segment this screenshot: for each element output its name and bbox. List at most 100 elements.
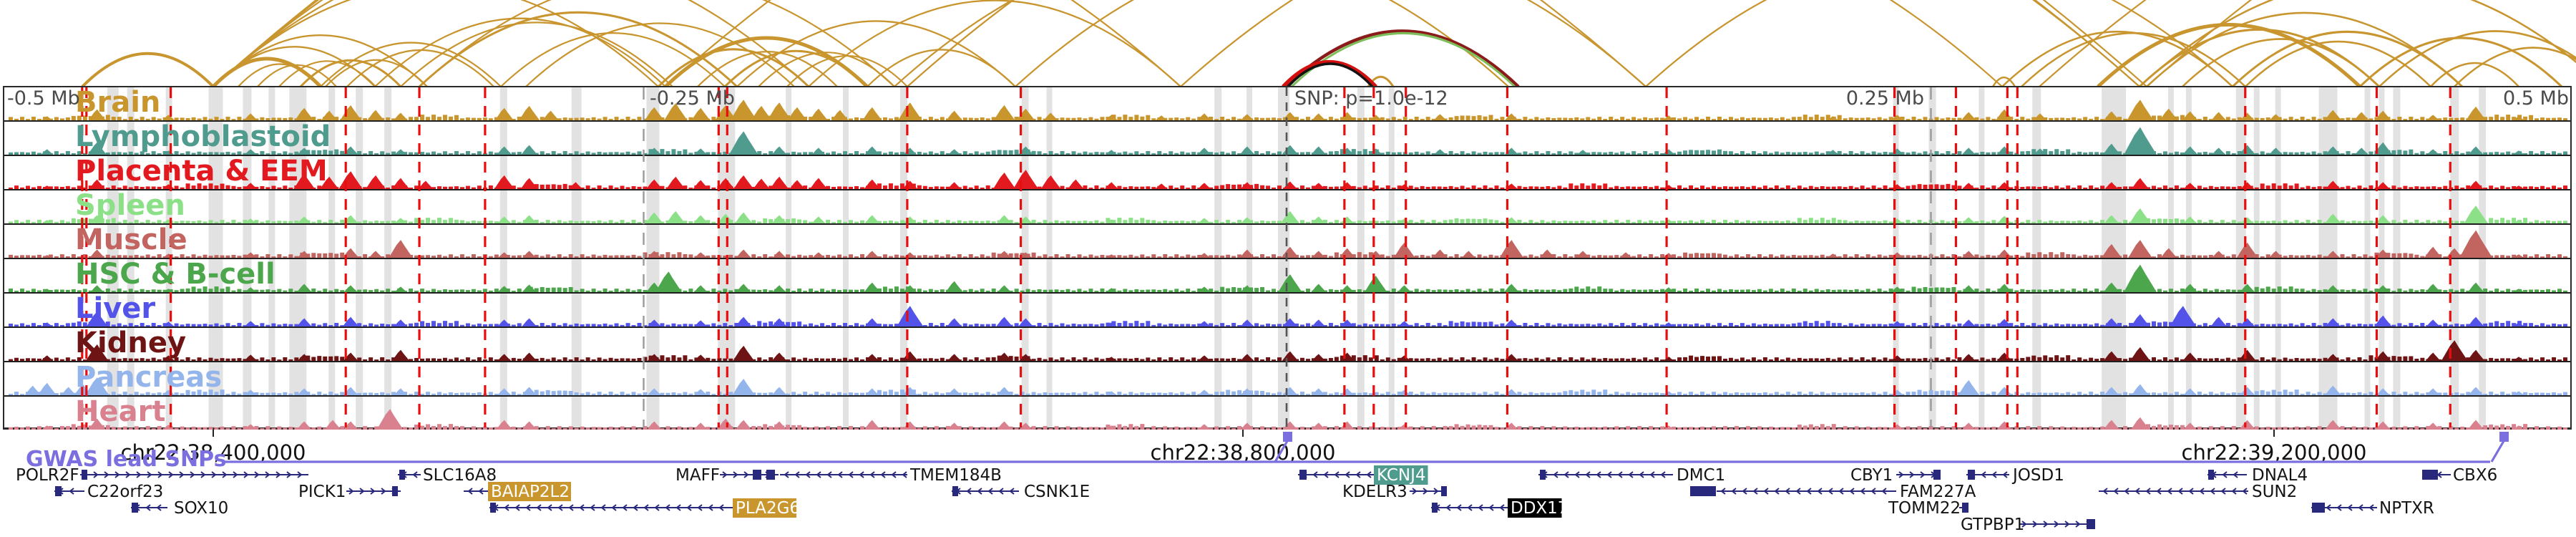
gene-pick1: PICK1 bbox=[298, 483, 401, 501]
gene-slc16a8: SLC16A8 bbox=[398, 466, 497, 485]
gene-label: KDELR3 bbox=[1342, 483, 1407, 501]
scale-label-0-5-mb: -0.5 Mb bbox=[7, 87, 80, 110]
gwas-lead-snp-marker bbox=[2499, 432, 2509, 442]
gene-label: DDX17 bbox=[1511, 499, 1568, 518]
strand-chevrons bbox=[2021, 521, 2092, 528]
gene-label: C22orf23 bbox=[87, 483, 163, 501]
gene-kcnj4: KCNJ4 bbox=[1298, 465, 1428, 485]
gene-polr2f: POLR2F bbox=[16, 466, 308, 485]
highlight-band bbox=[2393, 87, 2401, 427]
track-label-spleen: Spleen bbox=[75, 189, 185, 222]
arc-gold bbox=[2231, 31, 2464, 87]
exon-box bbox=[1968, 470, 1975, 480]
gene-c22orf23: C22orf23 bbox=[54, 483, 163, 501]
gene-label: POLR2F bbox=[16, 466, 79, 485]
gene-label: MAFF bbox=[675, 466, 720, 485]
arc-gold bbox=[257, 64, 337, 87]
strand-chevrons bbox=[1412, 488, 1439, 495]
arc-gold bbox=[213, 0, 809, 87]
gene-cby1: CBY1 bbox=[1850, 466, 1941, 485]
scale-label-0-25-mb: -0.25 Mb bbox=[650, 87, 735, 110]
track-noise bbox=[8, 115, 2568, 120]
arc-gold bbox=[2358, 37, 2563, 87]
gene-label: KCNJ4 bbox=[1377, 466, 1426, 485]
arc-gold bbox=[81, 52, 215, 87]
exon-box bbox=[55, 486, 62, 496]
scale-label-0-5-mb: 0.5 Mb bbox=[2503, 87, 2569, 110]
exon-box bbox=[1933, 470, 1941, 480]
exon-box bbox=[82, 470, 87, 480]
gene-label: TMEM184B bbox=[909, 466, 1002, 485]
gene-tmem184b: TMEM184B bbox=[780, 466, 1002, 485]
arc-gold bbox=[2430, 62, 2519, 87]
gene-cbx6: CBX6 bbox=[2422, 466, 2497, 485]
strand-chevrons bbox=[1898, 471, 1936, 478]
exon-box bbox=[952, 486, 958, 496]
gene-label: CBX6 bbox=[2453, 466, 2497, 485]
exon-box bbox=[392, 486, 398, 496]
exon-box bbox=[490, 503, 496, 513]
arc-gold bbox=[2146, 0, 2253, 87]
track-signal bbox=[41, 127, 2524, 155]
arc-gold bbox=[808, 0, 1181, 87]
arc-gold bbox=[907, 0, 2140, 87]
arc-gold bbox=[697, 51, 838, 87]
gene-sun2: SUN2 bbox=[2099, 483, 2297, 501]
track-noise bbox=[8, 286, 2568, 292]
scale-label-0-25-mb: 0.25 Mb bbox=[1845, 87, 1924, 110]
gene-label: SUN2 bbox=[2252, 483, 2297, 501]
gene-label-highlight bbox=[488, 482, 571, 501]
gene-gtpbp1: GTPBP1 bbox=[1961, 516, 2095, 534]
track-label-heart: Heart bbox=[75, 395, 166, 428]
gene-fam227a: FAM227A bbox=[1690, 483, 1976, 501]
arc-gold bbox=[665, 0, 2140, 87]
track-hsc-b-cell: HSC & B-cell bbox=[4, 258, 2570, 294]
exon-box bbox=[399, 470, 405, 480]
arc-gold bbox=[2139, 0, 2576, 87]
exon-box bbox=[1441, 486, 1447, 496]
track-placenta-eem: Placenta & EEM bbox=[4, 155, 2570, 190]
arc-gold bbox=[2001, 31, 2233, 87]
track-label-kidney: Kidney bbox=[75, 326, 187, 359]
gene-label: JOSD1 bbox=[2011, 466, 2064, 485]
coordinate-label: chr22:38,800,000 bbox=[1151, 440, 1336, 465]
track-heart: Heart bbox=[4, 395, 2570, 431]
arc-gold bbox=[320, 42, 502, 87]
gene-maff: MAFF bbox=[675, 466, 779, 485]
gene-josd1: JOSD1 bbox=[1966, 466, 2064, 485]
exon-box bbox=[1540, 470, 1546, 480]
strand-chevrons bbox=[2102, 488, 2248, 495]
arc-gold bbox=[400, 21, 673, 87]
gene-label-highlight bbox=[1374, 465, 1428, 485]
scale-label-snp-p-1-0e-12: SNP: p=1.0e-12 bbox=[1294, 87, 1448, 110]
exon-box bbox=[2208, 470, 2214, 480]
gene-label: NPTXR bbox=[2379, 499, 2434, 518]
gene-label: DMC1 bbox=[1677, 466, 1725, 485]
exon-box bbox=[1962, 503, 1968, 513]
gwas-marker-connector bbox=[1274, 440, 1289, 463]
arc-gold bbox=[786, 55, 908, 87]
track-label-liver: Liver bbox=[75, 292, 156, 325]
arc-gold bbox=[2379, 30, 2576, 87]
gene-label: DNAL4 bbox=[2252, 466, 2308, 485]
arc-gold bbox=[325, 59, 428, 87]
exon-box bbox=[1690, 486, 1716, 496]
coordinate-label: chr22:38,400,000 bbox=[121, 440, 306, 465]
gene-csnk1e: CSNK1E bbox=[952, 483, 1090, 501]
gene-pla2g6: PLA2G6 bbox=[489, 498, 800, 518]
arc-gold bbox=[299, 59, 402, 87]
gene-label-highlight bbox=[1508, 498, 1562, 518]
gene-dmc1: DMC1 bbox=[1538, 466, 1725, 485]
exon-box bbox=[2422, 470, 2438, 480]
exon-box bbox=[766, 470, 775, 480]
exon-box bbox=[1432, 503, 1438, 513]
track-liver: Liver bbox=[4, 292, 2570, 328]
arc-gold bbox=[1645, 0, 2233, 87]
gene-annotation-layer: chr22:38,400,000 chr22:38,800,000 chr22:39… bbox=[16, 430, 2509, 534]
exon-box bbox=[132, 503, 138, 513]
gene-tomm22: TOMM22 bbox=[1888, 499, 1968, 518]
track-label-lymphoblastoid: Lymphoblastoid bbox=[75, 120, 331, 153]
arc-gold bbox=[213, 0, 1181, 87]
track-noise bbox=[8, 183, 2568, 189]
arc-gold bbox=[657, 48, 810, 87]
